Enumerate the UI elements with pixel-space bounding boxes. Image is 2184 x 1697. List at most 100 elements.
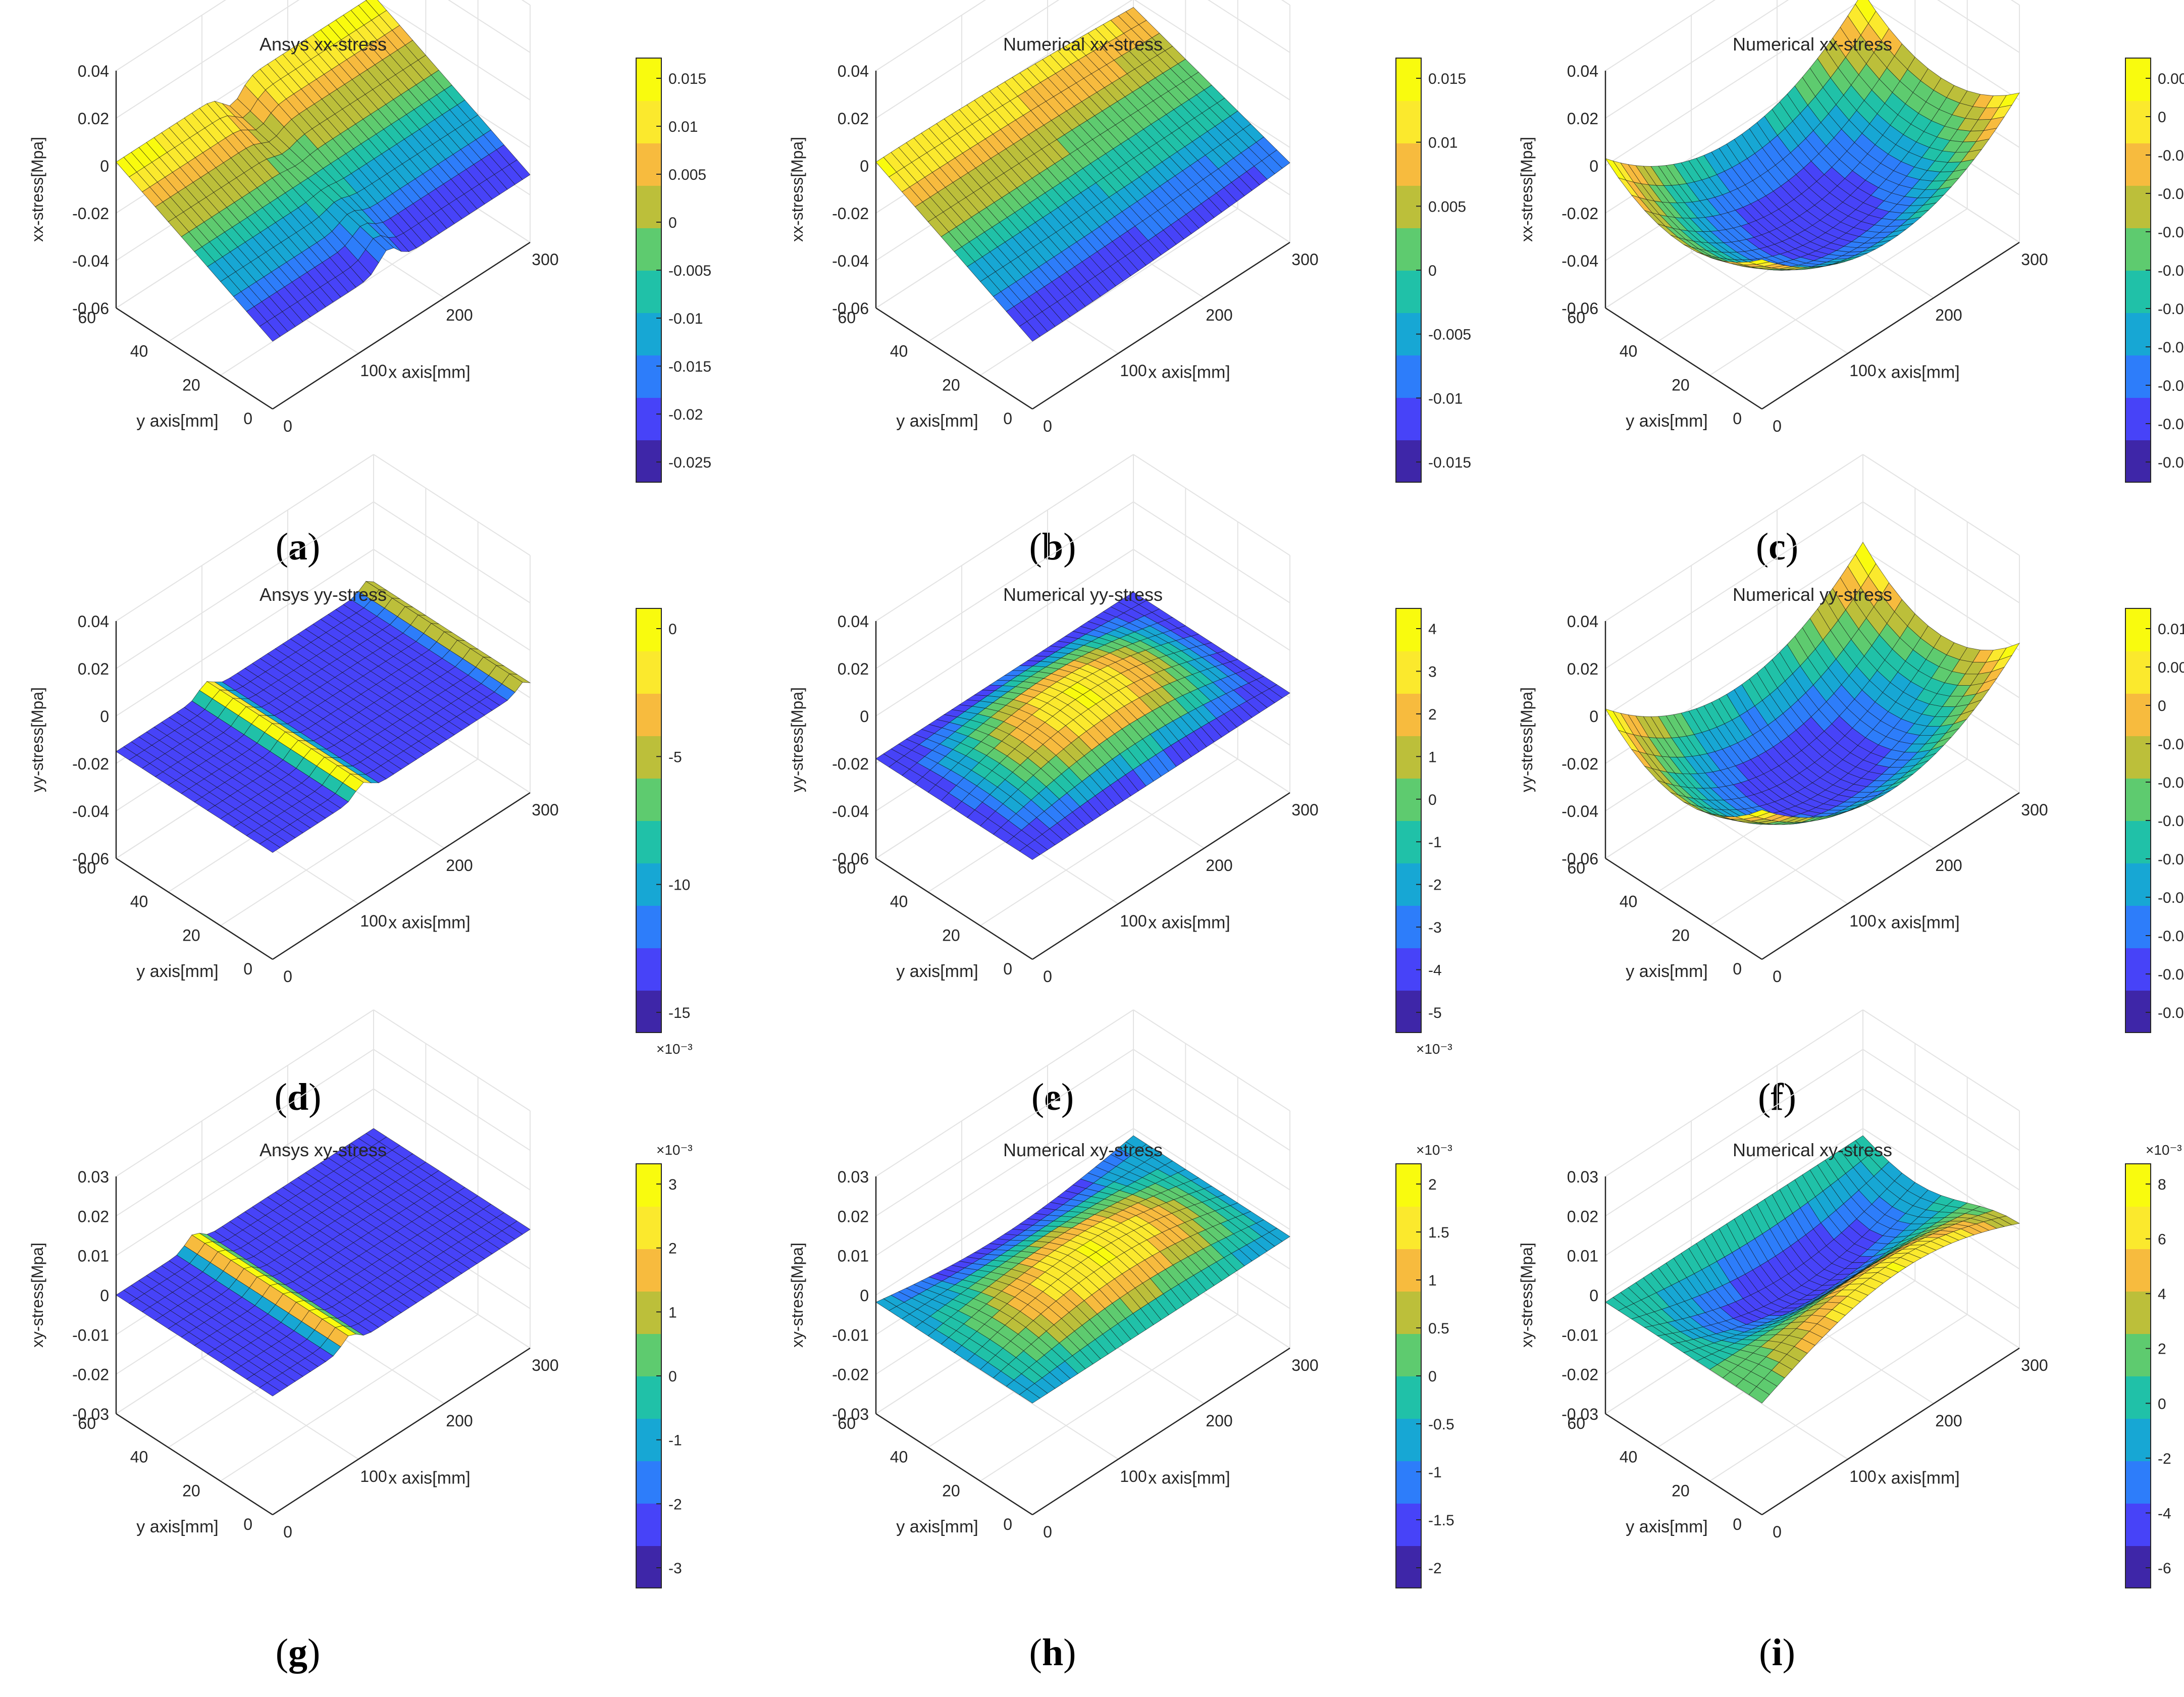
colorbar-exponent: ×10⁻³ (1416, 1041, 1452, 1057)
x-axis-label: x axis[mm] (1148, 913, 1230, 933)
colorbar-tick-label: 0 (668, 621, 677, 638)
colorbar-tick-label: -0.025 (668, 454, 711, 471)
y-tick-label: 60 (838, 1414, 856, 1432)
caption-d: (d) (274, 1076, 322, 1118)
z-tick-label: -0.06 (1562, 850, 1598, 868)
x-tick-label: 100 (1849, 1467, 1876, 1485)
colorbar-tick-label: -0.045 (2158, 454, 2184, 471)
x-tick-label: 0 (1773, 967, 1782, 986)
colorbar-exponent: ×10⁻³ (2146, 1142, 2182, 1158)
colorbar-tick-label: -0.01 (668, 311, 703, 327)
colorbar-tick-label: 2 (668, 1241, 677, 1257)
colorbar-tick-label: 3 (668, 1176, 677, 1193)
caption-i: (i) (1759, 1631, 1795, 1674)
panel-a: Ansys xx-stress 0.04 0.02 0 -0.02 -0.04 -0.06 x… (28, 0, 711, 483)
colorbar-tick-label: 4 (1428, 621, 1437, 638)
colorbar-tick-label: 0 (668, 1368, 677, 1385)
y-axis-label: y axis[mm] (896, 1517, 978, 1536)
colorbar-tick-label: 0.015 (668, 71, 706, 87)
x-tick-label: 100 (1120, 912, 1147, 930)
x-tick-label: 200 (446, 856, 473, 875)
surface-plot (1605, 0, 2020, 271)
z-tick-label: 0 (100, 707, 109, 726)
y-tick-label: 20 (182, 926, 200, 944)
colorbar-tick-label: 0 (1428, 1368, 1437, 1385)
colorbar-tick-label: -0.025 (2158, 890, 2184, 906)
caption-b: (b) (1029, 526, 1076, 568)
y-tick-label: 40 (890, 893, 908, 911)
colorbar-tick-label: -0.035 (2158, 966, 2184, 983)
surface-plot (116, 581, 531, 853)
colorbar-tick-label: -0.01 (2158, 186, 2184, 202)
colorbar-tick-label: -5 (668, 749, 682, 765)
x-tick-label: 200 (1935, 306, 1962, 324)
z-tick-label: -0.04 (72, 252, 109, 270)
z-tick-label: 0.02 (838, 110, 869, 128)
colorbar-tick-label: -0.025 (2158, 301, 2184, 318)
colorbar-tick-label: 8 (2158, 1176, 2166, 1193)
caption-e: (e) (1031, 1076, 1074, 1118)
x-tick-label: 300 (1291, 801, 1318, 819)
colorbar-tick-label: 0.015 (1428, 71, 1466, 87)
y-axis-label: y axis[mm] (136, 1517, 218, 1536)
x-tick-label: 100 (1120, 362, 1147, 380)
z-tick-label: 0 (1589, 707, 1598, 726)
z-tick-label: -0.06 (72, 299, 109, 318)
x-tick-label: 100 (360, 912, 387, 930)
caption-g: (g) (275, 1631, 321, 1674)
z-tick-label: -0.02 (72, 755, 109, 773)
colorbar-tick-label: -6 (2158, 1560, 2171, 1577)
y-tick-label: 40 (130, 342, 148, 361)
z-tick-label: -0.03 (1562, 1405, 1598, 1423)
y-tick-label: 60 (1567, 308, 1585, 327)
z-tick-label: 0.04 (78, 62, 109, 80)
x-axis-label: x axis[mm] (1878, 363, 1959, 382)
y-tick-label: 20 (942, 376, 960, 394)
surface-plot (1605, 542, 2020, 825)
x-tick-label: 300 (2021, 250, 2048, 269)
panel-b: Numerical xx-stress 0.04 0.02 0 -0.02 -0.04 -0… (788, 0, 1471, 483)
colorbar-tick-label: -0.04 (2158, 1005, 2184, 1021)
colorbar-tick-label: 0 (1428, 792, 1437, 808)
colorbar-tick-label: 0 (2158, 1396, 2166, 1412)
colorbar-tick-label: -1 (1428, 834, 1442, 851)
x-tick-label: 100 (1849, 912, 1876, 930)
panel-title: Numerical xy-stress (1733, 1140, 1892, 1160)
colorbar-tick-label: 1 (668, 1304, 677, 1321)
z-tick-label: 0 (860, 707, 869, 726)
x-tick-label: 300 (532, 250, 558, 269)
colorbar-tick-label: 2 (1428, 706, 1437, 723)
y-tick-label: 0 (243, 1515, 252, 1533)
z-tick-label: -0.06 (1562, 299, 1598, 318)
colorbar: 0 -5 -10 -15 ×10⁻³ (636, 608, 693, 1057)
z-tick-label: -0.04 (832, 802, 869, 820)
z-axis-label: yy-stress[Mpa] (1518, 687, 1536, 792)
colorbar-tick-label: -0.02 (2158, 263, 2184, 279)
colorbar: 4 3 2 1 0 -1 -2 -3 -4 -5 ×10⁻³ (1395, 608, 1452, 1057)
z-tick-label: -0.02 (1562, 204, 1598, 223)
colorbar-tick-label: -0.005 (668, 263, 711, 279)
z-tick-label: -0.06 (832, 850, 869, 868)
colorbar-exponent: ×10⁻³ (656, 1142, 693, 1158)
x-axis-label: x axis[mm] (1878, 1469, 1959, 1488)
z-tick-label: -0.02 (832, 755, 869, 773)
colorbar-tick-label: -3 (668, 1560, 682, 1577)
y-tick-label: 0 (1733, 1515, 1742, 1533)
x-tick-label: 100 (360, 1467, 387, 1485)
z-tick-label: 0.02 (1567, 110, 1598, 128)
y-tick-label: 40 (890, 1448, 908, 1466)
colorbar-tick-label: -4 (2158, 1505, 2171, 1522)
axis-lines (115, 71, 531, 410)
colorbar-tick-label: 0.01 (1428, 135, 1458, 151)
panel-title: Numerical yy-stress (1733, 584, 1892, 605)
z-tick-label: 0.03 (838, 1168, 869, 1186)
colorbar-tick-label: 0.005 (1428, 198, 1466, 215)
colorbar-tick-label: 0.01 (2158, 621, 2184, 638)
z-tick-label: 0.04 (838, 612, 869, 631)
axis-lines (1604, 1176, 2020, 1516)
colorbar-exponent: ×10⁻³ (656, 1041, 693, 1057)
colorbar: 0.015 0.01 0.005 0 -0.005 -0.01 -0.015 -0.02 -0.… (636, 58, 711, 483)
colorbar-tick-label: -0.005 (2158, 736, 2184, 753)
surface-plot (116, 0, 531, 342)
